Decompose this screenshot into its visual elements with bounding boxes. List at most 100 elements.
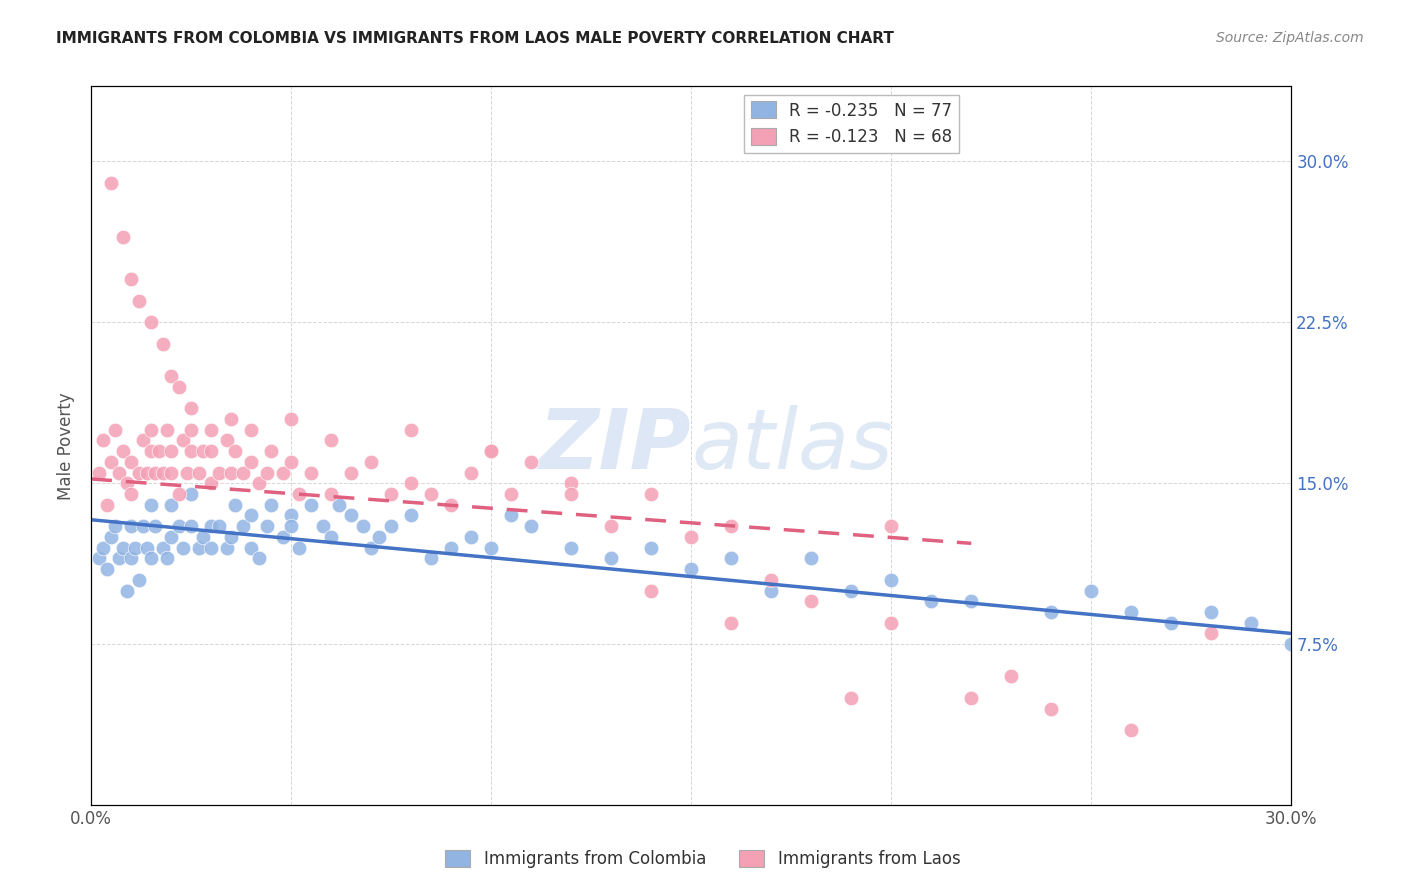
- Point: [180, 487, 202, 501]
- Point: [761, 583, 783, 598]
- Point: [219, 412, 242, 426]
- Point: [960, 594, 983, 608]
- Point: [200, 476, 222, 491]
- Point: [440, 541, 463, 555]
- Point: [193, 444, 215, 458]
- Point: [420, 487, 443, 501]
- Point: [104, 423, 127, 437]
- Point: [299, 466, 322, 480]
- Point: [152, 466, 174, 480]
- Point: [271, 530, 294, 544]
- Text: atlas: atlas: [692, 405, 893, 486]
- Point: [100, 455, 122, 469]
- Point: [240, 508, 263, 523]
- Point: [188, 541, 211, 555]
- Point: [960, 690, 983, 705]
- Point: [112, 444, 135, 458]
- Point: [180, 401, 202, 416]
- Point: [1279, 637, 1302, 651]
- Point: [208, 466, 231, 480]
- Point: [141, 444, 163, 458]
- Point: [260, 444, 283, 458]
- Point: [399, 476, 422, 491]
- Point: [520, 455, 543, 469]
- Point: [501, 487, 523, 501]
- Point: [479, 444, 502, 458]
- Point: [128, 466, 150, 480]
- Point: [256, 519, 278, 533]
- Point: [100, 176, 122, 190]
- Point: [200, 423, 222, 437]
- Point: [91, 434, 114, 448]
- Point: [240, 423, 263, 437]
- Point: [156, 423, 179, 437]
- Point: [1201, 605, 1223, 619]
- Point: [156, 551, 179, 566]
- Point: [217, 541, 239, 555]
- Point: [152, 336, 174, 351]
- Point: [180, 519, 202, 533]
- Point: [312, 519, 335, 533]
- Point: [115, 476, 138, 491]
- Point: [280, 455, 302, 469]
- Point: [180, 444, 202, 458]
- Point: [560, 541, 582, 555]
- Point: [880, 519, 903, 533]
- Point: [399, 423, 422, 437]
- Point: [880, 573, 903, 587]
- Point: [160, 466, 183, 480]
- Point: [640, 541, 662, 555]
- Point: [399, 508, 422, 523]
- Point: [880, 615, 903, 630]
- Text: IMMIGRANTS FROM COLOMBIA VS IMMIGRANTS FROM LAOS MALE POVERTY CORRELATION CHART: IMMIGRANTS FROM COLOMBIA VS IMMIGRANTS F…: [56, 31, 894, 46]
- Legend: Immigrants from Colombia, Immigrants from Laos: Immigrants from Colombia, Immigrants fro…: [439, 843, 967, 875]
- Point: [120, 551, 142, 566]
- Point: [240, 455, 263, 469]
- Point: [839, 583, 862, 598]
- Point: [143, 466, 166, 480]
- Point: [1121, 723, 1143, 737]
- Point: [560, 487, 582, 501]
- Point: [108, 466, 131, 480]
- Point: [132, 434, 155, 448]
- Point: [89, 551, 111, 566]
- Point: [340, 508, 363, 523]
- Point: [1080, 583, 1102, 598]
- Point: [328, 498, 350, 512]
- Point: [288, 487, 311, 501]
- Point: [128, 293, 150, 308]
- Point: [160, 369, 183, 384]
- Point: [380, 519, 402, 533]
- Point: [217, 434, 239, 448]
- Point: [280, 519, 302, 533]
- Point: [256, 466, 278, 480]
- Point: [160, 530, 183, 544]
- Point: [136, 541, 159, 555]
- Point: [120, 519, 142, 533]
- Point: [600, 519, 623, 533]
- Point: [160, 498, 183, 512]
- Point: [440, 498, 463, 512]
- Point: [681, 562, 703, 576]
- Y-axis label: Male Poverty: Male Poverty: [58, 392, 75, 500]
- Point: [360, 541, 382, 555]
- Legend: R = -0.235   N = 77, R = -0.123   N = 68: R = -0.235 N = 77, R = -0.123 N = 68: [744, 95, 959, 153]
- Point: [172, 541, 194, 555]
- Point: [520, 519, 543, 533]
- Point: [352, 519, 374, 533]
- Point: [100, 530, 122, 544]
- Point: [219, 466, 242, 480]
- Point: [180, 423, 202, 437]
- Point: [240, 541, 263, 555]
- Point: [839, 690, 862, 705]
- Point: [479, 541, 502, 555]
- Point: [321, 434, 343, 448]
- Point: [260, 498, 283, 512]
- Point: [288, 541, 311, 555]
- Point: [224, 444, 246, 458]
- Point: [800, 551, 823, 566]
- Point: [132, 519, 155, 533]
- Point: [108, 551, 131, 566]
- Point: [247, 476, 270, 491]
- Point: [360, 455, 382, 469]
